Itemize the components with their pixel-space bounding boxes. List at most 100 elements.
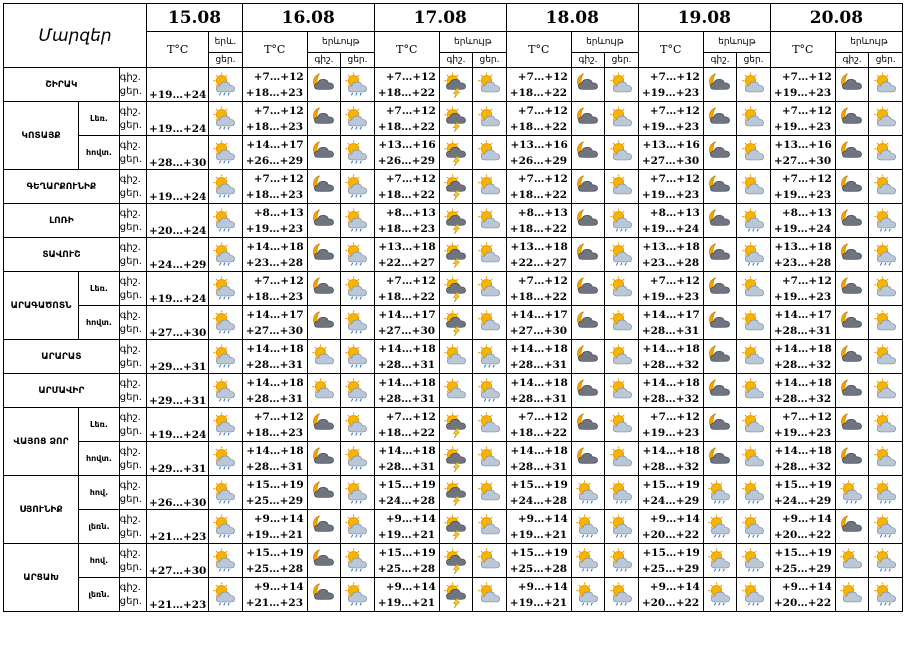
sun-rain-icon [609,513,632,538]
night-temp: +15…+19 [642,546,700,559]
day-temp: +27…+30 [377,324,436,337]
day-subheader: ցեր. [604,52,639,68]
day-phenomenon [736,135,771,170]
day-temp: +19…+23 [641,290,700,303]
phenomenon-column-header: երևույթ [306,31,375,53]
moon-cloud-icon [841,378,862,396]
sun-rain-icon [213,513,236,538]
day-label: ցեր. [119,561,142,573]
day-subheader: ցեր. [208,52,243,68]
table-row: ԱՐՑԱԽ հով. գիշ. ցեր. +27…+30 +15…+19 +25…+28 +1… [2,543,903,612]
sun-cloud-icon [840,581,862,602]
sun-cloud-icon [477,513,500,534]
night-label: գիշ. [119,71,141,83]
day-temp: +18…+22 [509,120,568,133]
night-label: գիշ. [119,479,141,491]
sun-cloud-icon [741,139,764,160]
sun-cloud-icon [873,173,896,194]
night-temp: +14…+17 [642,308,700,321]
sun-cloud-icon [741,377,764,398]
sun-cloud-icon [477,275,500,296]
night-phenomenon [438,509,474,544]
day-phenomenon [868,543,903,578]
first-day-icon [208,509,243,544]
day-phenomenon [868,339,903,374]
night-temp: +13…+16 [642,138,700,151]
night-temp: +7…+12 [781,172,832,185]
sun-rain-icon [213,275,236,300]
day-phenomenon [472,237,507,272]
night-temp: +15…+19 [510,478,568,491]
region-name: ԿՈՏԱՅՔ [2,101,80,170]
first-day-temp: +19…+24 [146,271,210,306]
night-phenomenon [306,441,342,476]
day-label: ցեր. [119,85,142,97]
night-phenomenon [834,203,870,238]
day-phenomenon [736,509,771,544]
day-phenomenon [340,237,375,272]
temperature-cell: +7…+12 +18…+23 [241,271,308,306]
night-temp: +7…+12 [385,274,436,287]
day-phenomenon [868,305,903,340]
moon-cloud-icon [577,242,598,260]
night-phenomenon [702,475,738,510]
sun-cloud-icon [444,343,466,364]
day-temp: +22…+27 [377,256,436,269]
day-temp: +18…+22 [377,426,436,439]
region-name: ԼՈՌԻ [3,203,120,238]
night-temp: +8…+13 [649,206,700,219]
subregion-name: Լեռ. [78,101,120,136]
day-temp: +26…+29 [509,154,568,167]
region-name: ՎԱՅՈՑ ՁՈՐ [2,407,80,476]
day-temp: +19…+21 [245,528,304,541]
sun-rain-icon [741,479,764,504]
night-temp: +14…+18 [510,444,568,457]
night-day-labels: գիշ. ցեր. [118,441,148,476]
night-label: գիշ. [119,445,141,457]
night-day-labels: գիշ. ցեր. [118,475,148,510]
night-phenomenon [570,407,606,442]
sun-rain-icon [345,479,368,504]
night-label: գիշ. [119,547,141,559]
night-phenomenon [702,271,738,306]
night-day-labels: գիշ. ցեր. [118,407,148,442]
day-phenomenon [604,373,639,408]
day-temp: +27…+30 [773,154,832,167]
night-temp: +7…+12 [385,410,436,423]
night-temp: +14…+17 [246,138,304,151]
night-phenomenon [702,509,738,544]
moon-cloud-icon [577,174,598,192]
night-phenomenon [702,305,738,340]
table-row: հովտ. գիշ. ցեր. +28…+30 +14…+17 +26…+29 +13…+1… [4,135,903,170]
moon-cloud-icon [709,344,730,362]
temp-column-header: T°C [769,31,836,68]
sun-cloud-icon [609,71,632,92]
table-row: հովտ. գիշ. ցեր. +29…+31 +14…+18 +28…+31 +14…+1… [4,441,903,476]
date-header: 20.08 [769,3,904,32]
first-day-icon [208,305,243,340]
moon-cloud-icon [313,548,334,566]
sun-cloud-icon [609,411,632,432]
table-row: ՎԱՅՈՑ ՁՈՐ Լեռ. գիշ. ցեր. +19…+24 +7…+12 +18…+2… [2,407,903,476]
temperature-cell: +13…+18 +23…+28 [637,237,704,272]
night-temp: +7…+12 [385,104,436,117]
night-temp: +9…+14 [517,580,568,593]
region-name: ՇԻՐԱԿ [3,67,120,102]
temperature-cell: +7…+12 +18…+22 [373,271,440,306]
phenomenon-column-header: երևույթ [438,31,507,53]
day-phenomenon [472,543,507,578]
first-day-temp: +19…+24 [146,67,210,102]
day-temp: +18…+22 [509,426,568,439]
night-temp: +14…+18 [642,376,700,389]
night-temp: +9…+14 [517,512,568,525]
night-phenomenon [570,577,606,612]
header-dates-row: Մարզեր 15.08 16.08 17.08 18.08 19.08 20.08 [2,3,904,68]
night-temp: +8…+13 [781,206,832,219]
night-phenomenon [306,67,342,102]
temperature-cell: +14…+17 +28…+31 [637,305,704,340]
day-temp: +24…+28 [509,494,568,507]
night-day-labels: գիշ. ցեր. [118,135,148,170]
day-temp: +28…+32 [641,358,700,371]
temperature-cell: +14…+18 +28…+31 [373,339,440,374]
night-label: գիշ. [119,241,141,253]
